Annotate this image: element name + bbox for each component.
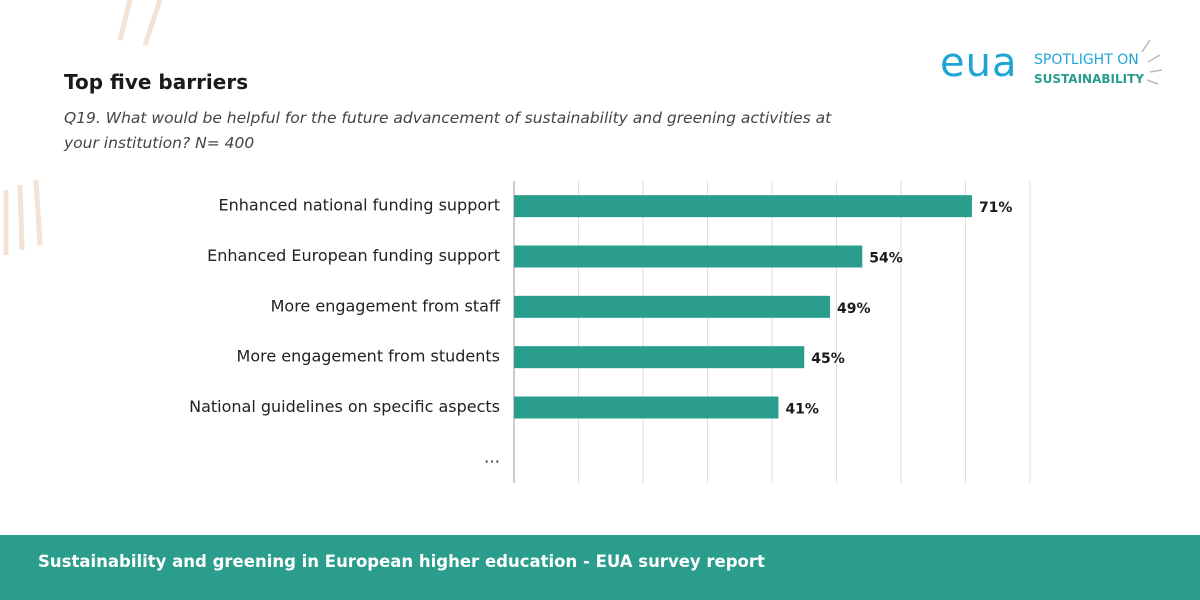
bar (514, 346, 805, 369)
value-label: 54% (869, 251, 903, 267)
logo: eua SPOTLIGHT ON SUSTAINABILITY (940, 40, 1170, 100)
category-label: More engagement from students (237, 347, 500, 366)
title: Top five barriers (64, 70, 249, 94)
category-label: Enhanced European funding support (207, 246, 500, 265)
value-label: 71% (979, 200, 1013, 216)
ray (1146, 79, 1159, 85)
ray (1149, 69, 1163, 73)
ray (1141, 39, 1151, 53)
value-label: 41% (785, 402, 819, 418)
category-label: National guidelines on specific aspects (189, 397, 500, 416)
category-label: … (484, 447, 500, 466)
value-label: 45% (811, 351, 845, 367)
bar (514, 396, 779, 419)
chart: Enhanced national funding support 71% Enha… (189, 181, 1031, 483)
ray (17, 184, 25, 251)
logo-line: SUSTAINABILITY (1034, 72, 1144, 86)
bar (514, 245, 863, 268)
bar (514, 295, 831, 318)
ray (1147, 54, 1161, 63)
logo-rays (1141, 39, 1163, 85)
bar (514, 195, 972, 218)
rays (3, 0, 163, 255)
ray (33, 179, 43, 246)
value-label: 49% (837, 301, 871, 317)
ray (142, 0, 163, 46)
footer-text: Sustainability and greening in European … (38, 552, 765, 571)
logo-line: SPOTLIGHT ON (1034, 52, 1139, 68)
category-label: More engagement from staff (271, 296, 501, 315)
ray (117, 0, 133, 41)
category-label: Enhanced national funding support (219, 196, 500, 215)
logo-brand: eua (940, 40, 1018, 86)
subtitle: Q19. What would be helpful for the futur… (64, 109, 832, 152)
footer: Sustainability and greening in European … (0, 535, 1200, 600)
